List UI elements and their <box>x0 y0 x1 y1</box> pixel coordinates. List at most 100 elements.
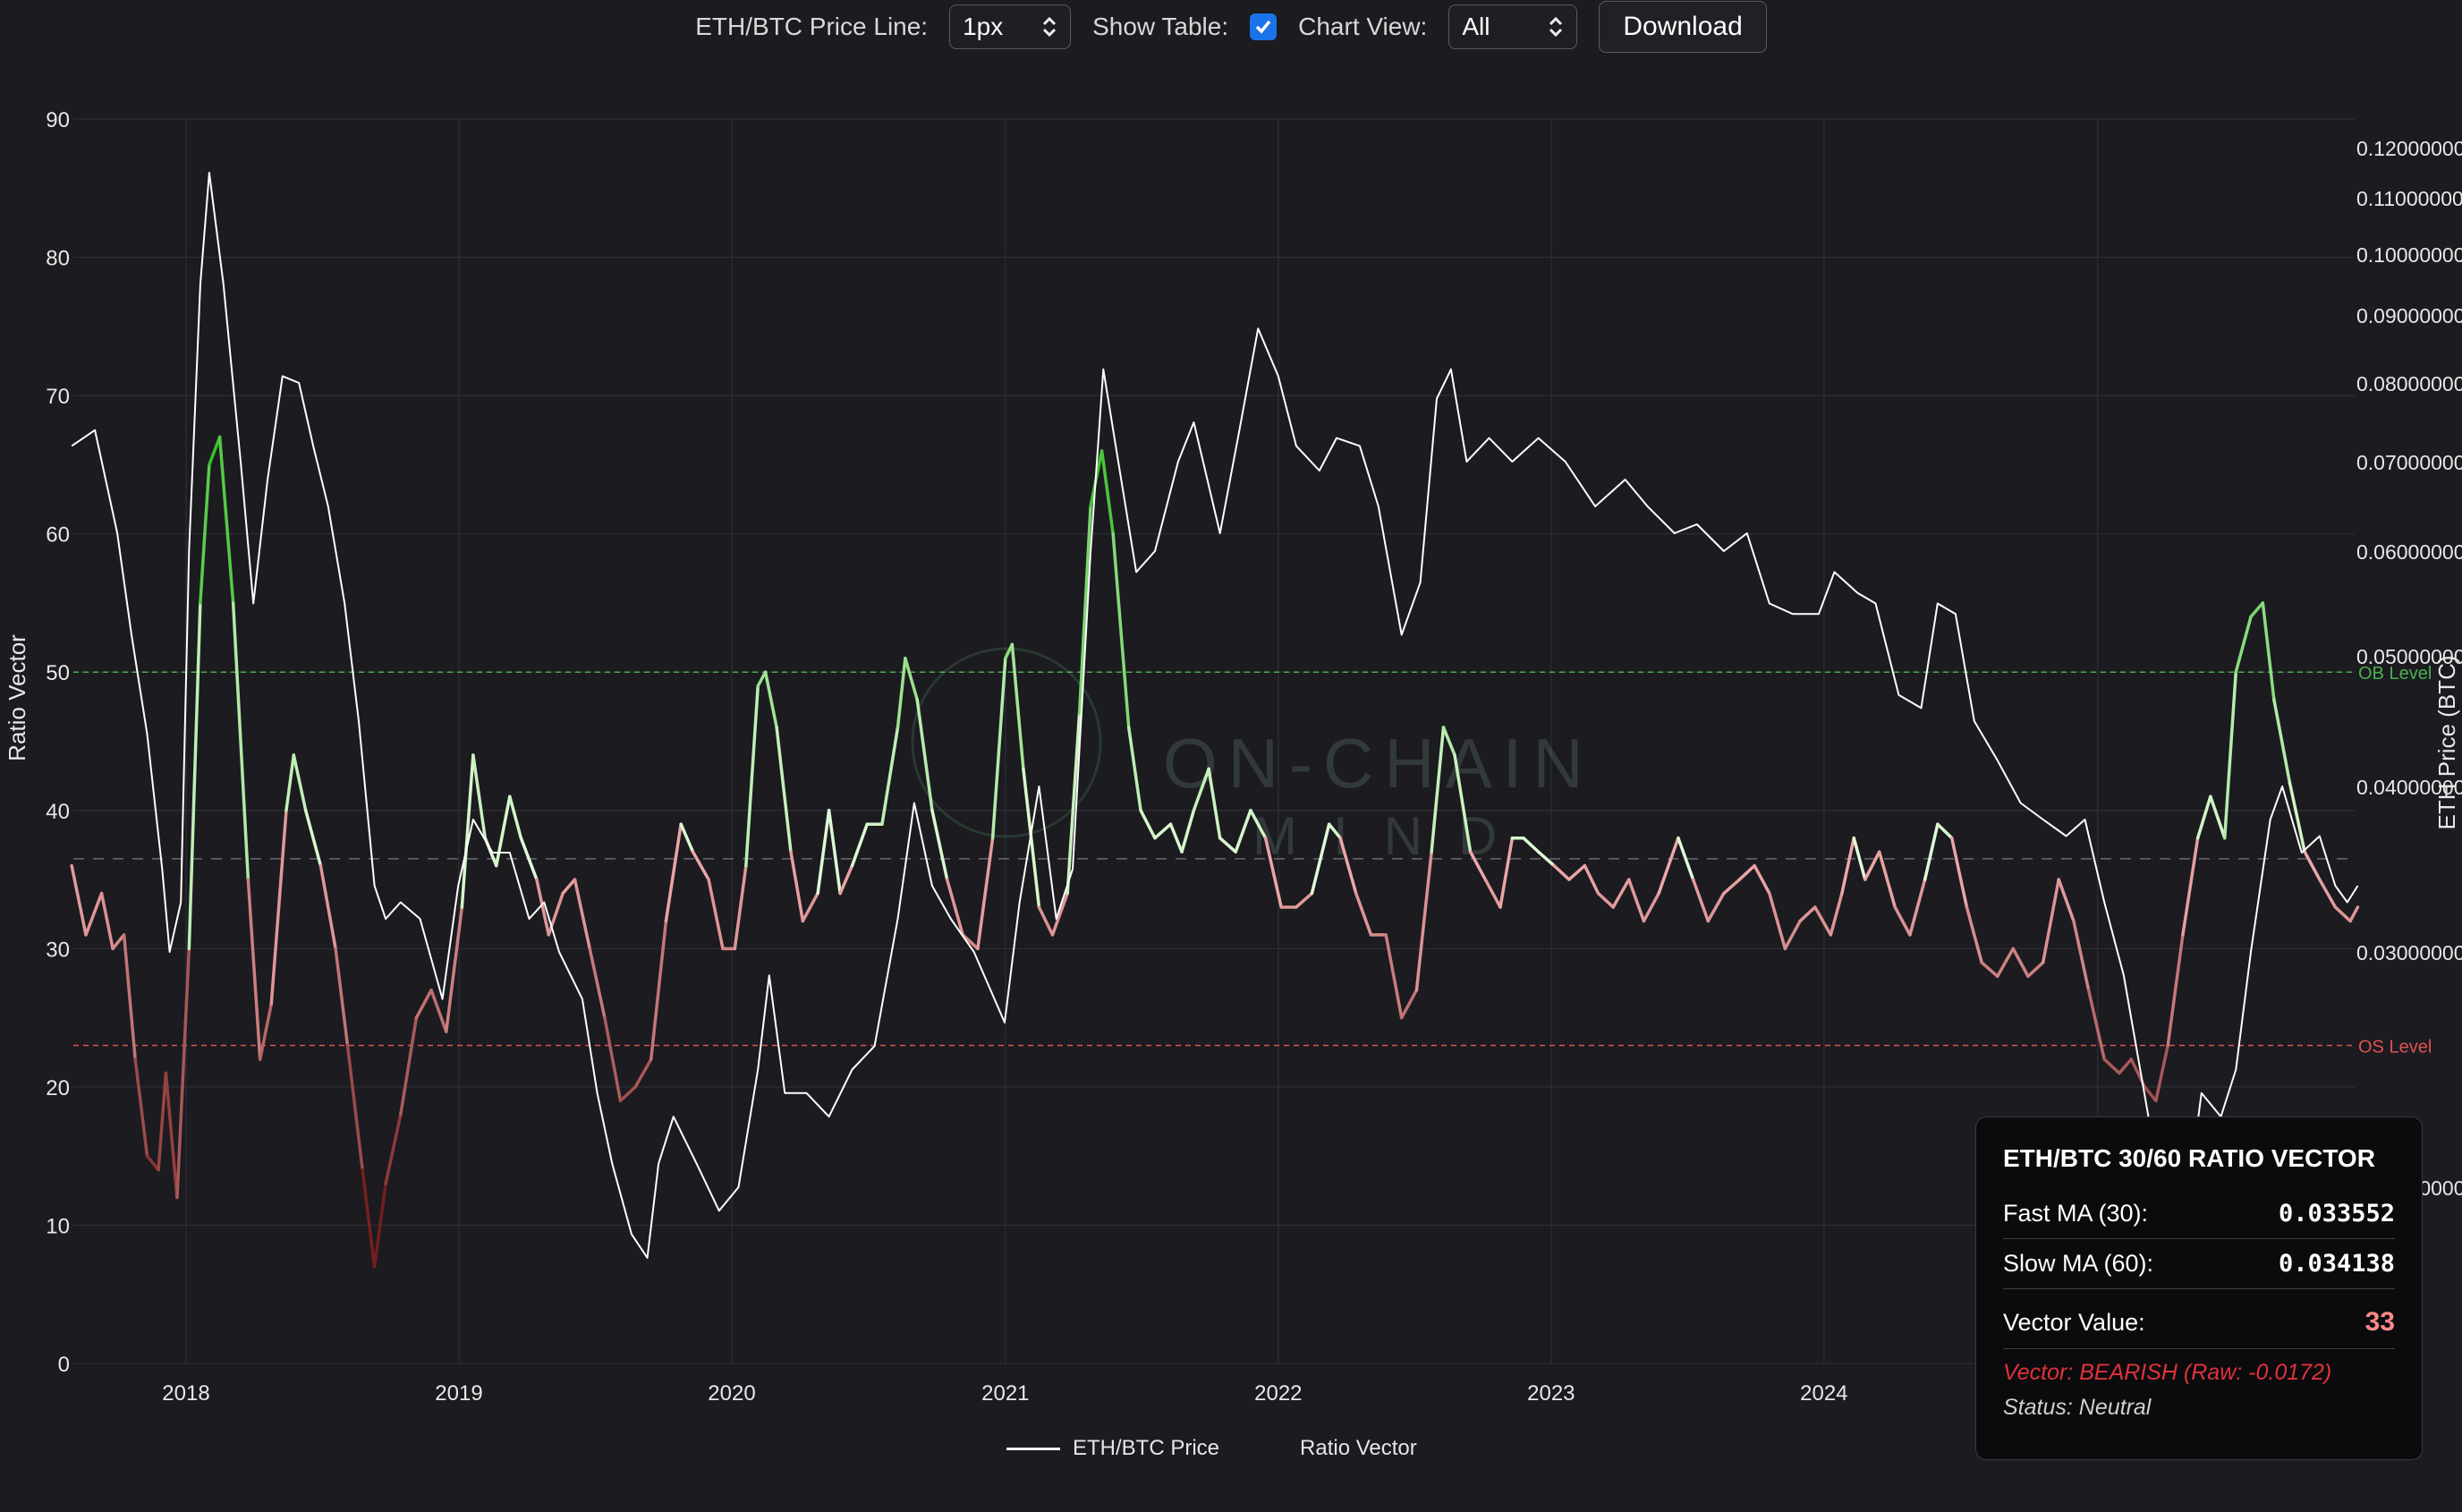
legend-label-price: ETH/BTC Price <box>1073 1436 1220 1460</box>
vector-segment <box>1399 988 1419 1020</box>
vector-segment <box>2166 933 2185 1048</box>
show-table-checkbox[interactable] <box>1250 13 1278 40</box>
vector-segment <box>2057 878 2076 923</box>
vector-segment <box>199 463 211 605</box>
updown-chevron-icon <box>1041 15 1057 38</box>
vector-segment <box>850 822 869 868</box>
vector-segment <box>1567 863 1587 881</box>
vector-segment <box>961 933 980 951</box>
vector-segment <box>976 836 995 951</box>
y-tick-left: 90 <box>46 108 70 132</box>
vector-segment <box>1691 878 1711 923</box>
vector-segment <box>896 657 907 729</box>
vector-segment <box>414 988 433 1020</box>
vector-segment <box>1207 767 1222 840</box>
x-tick: 2023 <box>1527 1381 1575 1406</box>
vector-segment <box>217 435 235 605</box>
vector-state: Vector: BEARISH (Raw: -0.0172) <box>2003 1360 2332 1385</box>
vector-segment <box>269 809 288 1006</box>
legend-item-vector[interactable]: Ratio Vector <box>1300 1436 1417 1461</box>
vector-segment <box>1249 809 1268 840</box>
vector-segment <box>1552 863 1571 881</box>
vector-segment <box>1050 891 1069 937</box>
chart-view-label: Chart View: <box>1298 13 1428 40</box>
vector-segment <box>1677 836 1695 881</box>
y-tick-left: 60 <box>46 523 70 548</box>
vector-segment <box>573 878 591 951</box>
vector-segment <box>1180 809 1196 854</box>
vector-segment <box>2154 1043 2169 1103</box>
vector-segment <box>1753 863 1771 896</box>
vector-segment <box>495 794 512 868</box>
vector-value-row: Vector Value: 33 <box>2003 1307 2395 1338</box>
vector-segment <box>1877 850 1897 909</box>
vector-segment <box>1065 711 1082 896</box>
vector-segment <box>2261 601 2276 701</box>
vector-segment <box>1441 726 1456 757</box>
vector-segment <box>334 947 350 1048</box>
vector-segment <box>246 878 262 1061</box>
download-button[interactable]: Download <box>1599 1 1767 53</box>
vector-segment <box>1192 767 1210 812</box>
vector-segment <box>733 863 748 951</box>
y-tick-left: 0 <box>58 1353 70 1377</box>
watermark-line1: ON-CHAIN <box>1163 724 1594 803</box>
y-tick-left: 80 <box>46 247 70 271</box>
y-tick-right: 0.08000000 <box>2356 372 2462 395</box>
vector-segment <box>707 878 725 951</box>
vector-segment <box>827 809 842 896</box>
vector-segment <box>429 988 448 1033</box>
vector-segment <box>84 891 104 937</box>
vector-segment <box>945 878 964 937</box>
vector-segment <box>1813 905 1833 937</box>
legend-item-price[interactable]: ETH/BTC Price <box>1006 1436 1219 1461</box>
vector-segment <box>1829 891 1844 937</box>
vector-segment <box>372 1182 387 1269</box>
vector-segment <box>664 822 683 923</box>
slow-ma-row: Slow MA (60): 0.034138 <box>2003 1250 2395 1278</box>
vector-segment <box>1384 933 1404 1020</box>
vector-segment <box>1139 809 1157 840</box>
vector-segment <box>208 435 222 467</box>
vector-segment <box>1010 642 1025 771</box>
price-line-select[interactable]: 1px <box>949 4 1072 49</box>
vector-segment <box>2181 836 2200 937</box>
vector-segment <box>1908 878 1927 937</box>
control-bar: ETH/BTC Price Line: 1px Show Table: Char… <box>0 0 2462 54</box>
price-line-path <box>71 172 2359 1259</box>
vector-segment <box>618 1085 637 1103</box>
vector-segment <box>649 919 668 1061</box>
divider <box>2003 1238 2395 1239</box>
vector-segment <box>1077 505 1092 716</box>
vector-segment <box>1536 850 1556 868</box>
watermark-line2: MIND <box>1252 806 1532 866</box>
vector-segment <box>1295 891 1314 909</box>
vector-segment <box>2333 905 2352 923</box>
vector-segment <box>164 1071 179 1200</box>
ratio-vector-series <box>70 435 2360 1269</box>
y-tick-left: 70 <box>46 385 70 409</box>
vector-segment <box>1234 809 1252 854</box>
chart-view-select[interactable]: All <box>1448 4 1578 49</box>
vector-segment <box>1980 961 1999 978</box>
vector-segment <box>258 1002 274 1061</box>
vector-segment <box>2288 781 2306 854</box>
y-tick-left: 50 <box>46 661 70 685</box>
vector-value: 33 <box>2364 1307 2395 1337</box>
updown-chevron-icon <box>1548 15 1564 38</box>
vector-segment <box>303 809 323 868</box>
divider <box>2003 1288 2395 1289</box>
divider <box>2003 1348 2395 1349</box>
vector-segment <box>1218 836 1237 854</box>
status-text: Status: Neutral <box>2003 1395 2152 1420</box>
vector-segment <box>445 905 464 1033</box>
info-panel-title: ETH/BTC 30/60 RATIO VECTOR <box>2003 1144 2375 1172</box>
vector-segment <box>111 933 126 951</box>
y-axis-right-title: ETH Price (BTC) <box>2433 656 2460 830</box>
vector-segment <box>1706 891 1726 923</box>
vector-segment <box>99 891 115 951</box>
vector-segment <box>284 753 296 812</box>
vector-segment <box>1995 947 2015 978</box>
y-tick-right: 0.03000000 <box>2356 941 2462 964</box>
vector-segment <box>633 1058 653 1089</box>
